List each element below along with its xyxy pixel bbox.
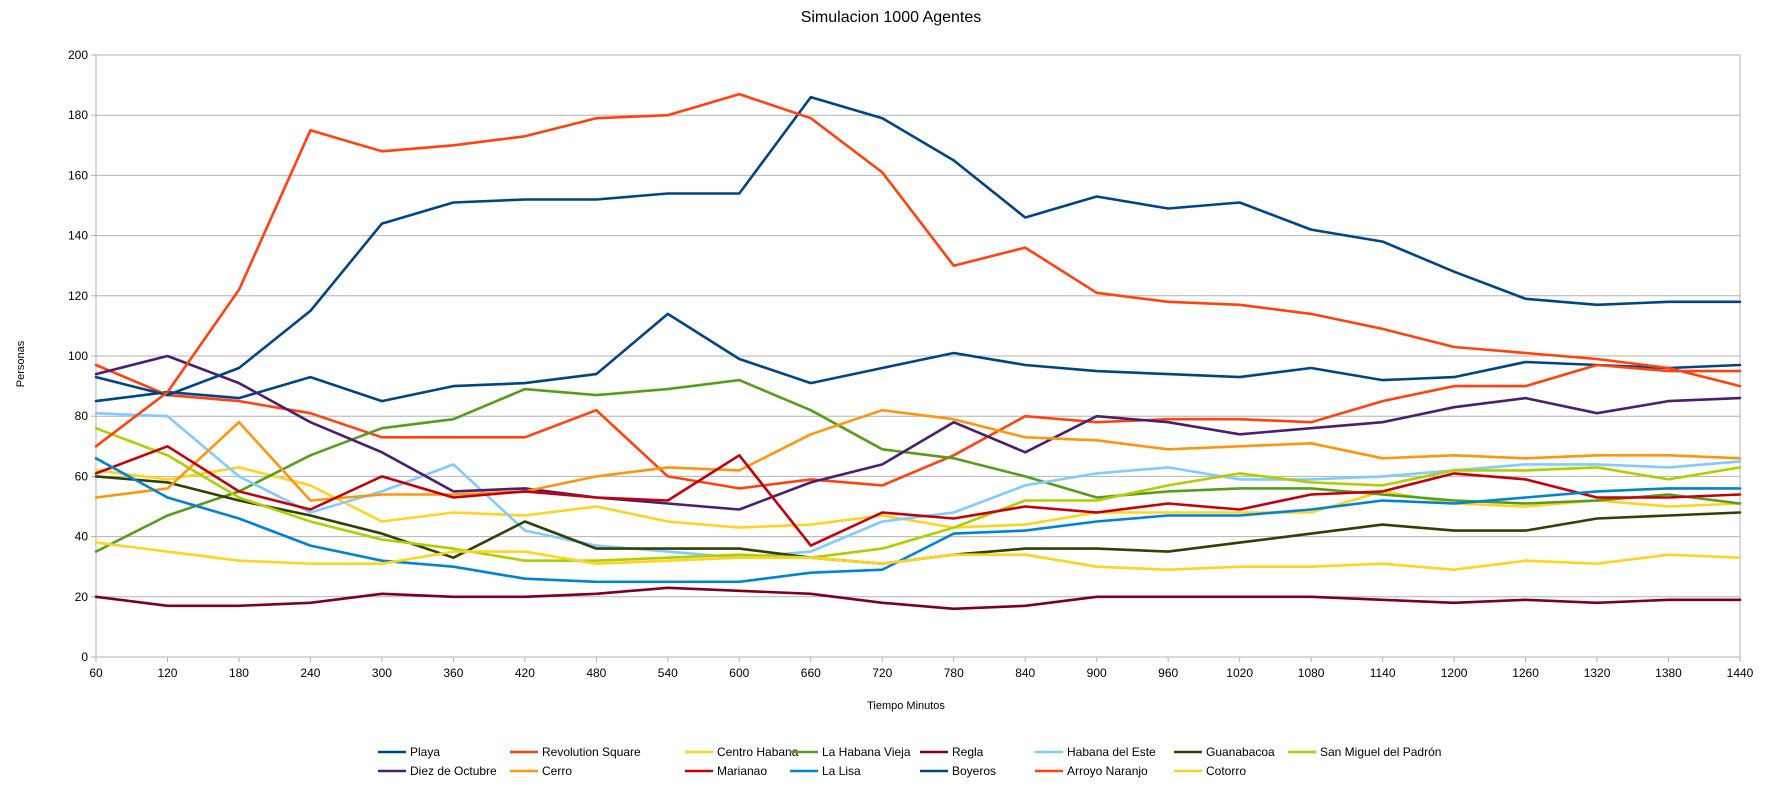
legend-label: Marianao (717, 764, 767, 778)
legend-label: Boyeros (952, 764, 996, 778)
y-tick-label: 120 (68, 289, 88, 303)
y-tick-label: 100 (68, 349, 88, 363)
x-tick-label: 840 (1015, 666, 1035, 680)
x-tick-label: 480 (586, 666, 606, 680)
series-line (94, 312, 1742, 403)
y-tick-label: 20 (75, 590, 89, 604)
legend-label: La Habana Vieja (822, 745, 911, 759)
x-tick-label: 1440 (1727, 666, 1754, 680)
x-tick-label: 720 (872, 666, 892, 680)
x-tick-label: 1320 (1584, 666, 1611, 680)
x-tick-label: 1140 (1370, 666, 1396, 680)
x-tick-labels: 60 120 180 240 300 360 420 480 540 600 660 720 780 84… (89, 657, 1754, 680)
y-tick-label: 60 (75, 469, 89, 483)
legend-item: Habana del Este (1035, 745, 1156, 759)
series-line (94, 354, 1742, 511)
legend-item: Cotorro (1174, 764, 1246, 778)
legend-label: Cotorro (1206, 764, 1246, 778)
legend-item: La Habana Vieja (790, 745, 911, 759)
legend-item: Diez de Octubre (378, 764, 497, 778)
series-line (94, 586, 1742, 611)
legend-item: La Lisa (790, 764, 861, 778)
y-tick-label: 140 (68, 229, 88, 243)
legend-item: San Miguel del Padrón (1288, 745, 1441, 759)
legend-item: Cerro (510, 764, 572, 778)
x-tick-label: 900 (1087, 666, 1107, 680)
y-tick-labels: 0 20 40 60 80 100 120 140 160 180 200 (68, 48, 88, 664)
legend: Playa Revolution Square Centro Habana La Ha… (378, 745, 1441, 778)
x-tick-label: 780 (944, 666, 964, 680)
x-tick-label: 540 (658, 666, 678, 680)
legend-item: Marianao (685, 764, 767, 778)
x-tick-label: 660 (801, 666, 821, 680)
legend-label: Cerro (542, 764, 572, 778)
y-tick-label: 180 (68, 108, 88, 122)
x-tick-label: 960 (1158, 666, 1178, 680)
legend-label: Guanabacoa (1206, 745, 1275, 759)
y-tick-label: 80 (75, 409, 89, 423)
legend-item: Playa (378, 745, 440, 759)
series-line (94, 541, 1742, 572)
legend-item: Revolution Square (510, 745, 641, 759)
series-lines (94, 92, 1742, 611)
legend-item: Boyeros (920, 764, 996, 778)
x-tick-label: 1200 (1441, 666, 1468, 680)
series-line (94, 92, 1742, 448)
series-line (94, 466, 1742, 529)
x-tick-label: 600 (729, 666, 749, 680)
series-line (94, 456, 1742, 584)
x-tick-label: 1260 (1512, 666, 1539, 680)
y-tick-label: 40 (75, 530, 89, 544)
legend-label: Arroyo Naranjo (1067, 764, 1148, 778)
x-tick-label: 1020 (1226, 666, 1253, 680)
legend-label: San Miguel del Padrón (1320, 745, 1441, 759)
series-line (94, 426, 1742, 563)
x-tick-label: 240 (300, 666, 320, 680)
legend-item: Centro Habana (685, 745, 799, 759)
legend-item: Guanabacoa (1174, 745, 1275, 759)
x-tick-label: 1380 (1655, 666, 1682, 680)
y-tick-label: 200 (68, 48, 88, 62)
series-line (94, 444, 1742, 547)
legend-item: Arroyo Naranjo (1035, 764, 1148, 778)
series-line (94, 95, 1742, 397)
legend-label: Diez de Octubre (410, 764, 497, 778)
x-tick-label: 180 (229, 666, 249, 680)
legend-label: Regla (952, 745, 984, 759)
y-axis-label: Personas (15, 340, 27, 387)
series-line (94, 378, 1742, 553)
series-line (94, 408, 1742, 502)
legend-label: Centro Habana (717, 745, 799, 759)
chart-title: Simulacion 1000 Agentes (801, 9, 982, 26)
x-tick-label: 1080 (1298, 666, 1325, 680)
legend-item: Regla (920, 745, 984, 759)
y-tick-label: 160 (68, 168, 88, 182)
legend-label: Revolution Square (542, 745, 641, 759)
x-axis-label: Tiempo Minutos (867, 700, 945, 712)
y-tick-label: 0 (81, 650, 88, 664)
legend-label: Playa (410, 745, 440, 759)
x-tick-label: 300 (372, 666, 392, 680)
gridlines (91, 54, 1740, 658)
x-tick-label: 420 (515, 666, 535, 680)
legend-label: Habana del Este (1067, 745, 1156, 759)
x-tick-label: 60 (89, 666, 103, 680)
x-tick-label: 120 (157, 666, 177, 680)
legend-label: La Lisa (822, 764, 861, 778)
x-tick-label: 360 (443, 666, 463, 680)
